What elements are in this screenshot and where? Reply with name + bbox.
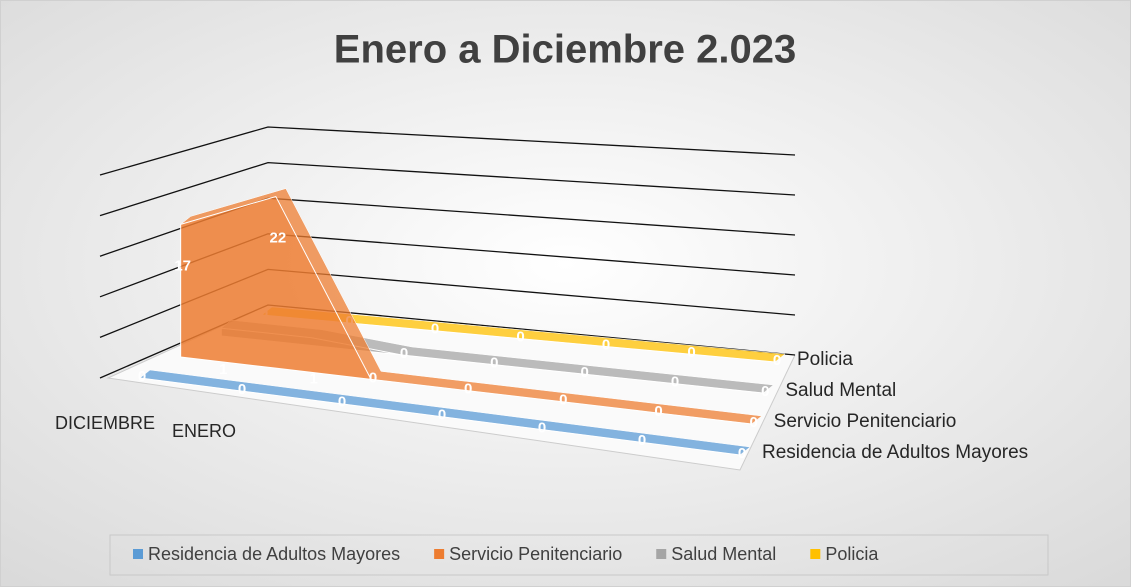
data-label: 0	[580, 364, 588, 381]
series-axis-label: Policia	[797, 349, 853, 370]
data-label: 0	[464, 380, 472, 397]
data-label: 0	[559, 392, 567, 409]
series-axis-label: Servicio Penitenciario	[774, 411, 957, 432]
data-label: 0	[671, 373, 679, 390]
data-label: 0	[749, 414, 757, 431]
legend-box	[109, 534, 1049, 576]
x-tick-label: ENERO	[172, 421, 236, 441]
legend-label: Servicio Penitenciario	[449, 544, 622, 564]
data-label: 0	[238, 381, 246, 398]
series-axis-label: Residencia de Adultos Mayores	[762, 442, 1028, 463]
data-label: 0	[773, 352, 781, 369]
data-label: 0	[338, 394, 346, 411]
grid-line	[99, 126, 796, 176]
data-label: 0	[687, 344, 695, 361]
data-label: 17	[174, 257, 191, 274]
legend-label: Policia	[825, 544, 879, 564]
grid-line	[99, 161, 796, 217]
x-tick-label: DICIEMBRE	[55, 413, 155, 433]
data-label: 0	[438, 406, 446, 423]
data-label: 0	[138, 368, 146, 385]
data-label: 0	[516, 328, 524, 345]
data-label: 0	[490, 354, 498, 371]
data-label: 0	[654, 403, 662, 420]
data-label: 0	[431, 321, 439, 338]
series-area	[261, 314, 776, 363]
legend-label: Salud Mental	[671, 544, 776, 564]
chart-title: Enero a Diciembre 2.023	[334, 28, 796, 72]
data-label: 0	[602, 336, 610, 353]
data-label: 0	[738, 445, 746, 462]
data-label: 22	[269, 230, 286, 247]
legend-swatch	[810, 549, 821, 559]
data-label: 0	[761, 383, 769, 400]
legend-swatch	[656, 549, 667, 559]
data-label: 0	[369, 369, 377, 386]
legend-swatch	[133, 549, 143, 559]
data-label: 0	[400, 345, 408, 362]
series-area	[180, 195, 752, 425]
series-area	[139, 377, 741, 456]
data-label: 1	[309, 371, 317, 388]
data-label: 0	[538, 419, 546, 436]
series-axis-label: Salud Mental	[785, 380, 896, 401]
data-label: 1	[219, 361, 227, 378]
data-label: 0	[638, 432, 646, 449]
legend-label: Residencia de Adultos Mayores	[148, 544, 400, 564]
legend-swatch	[434, 549, 445, 559]
